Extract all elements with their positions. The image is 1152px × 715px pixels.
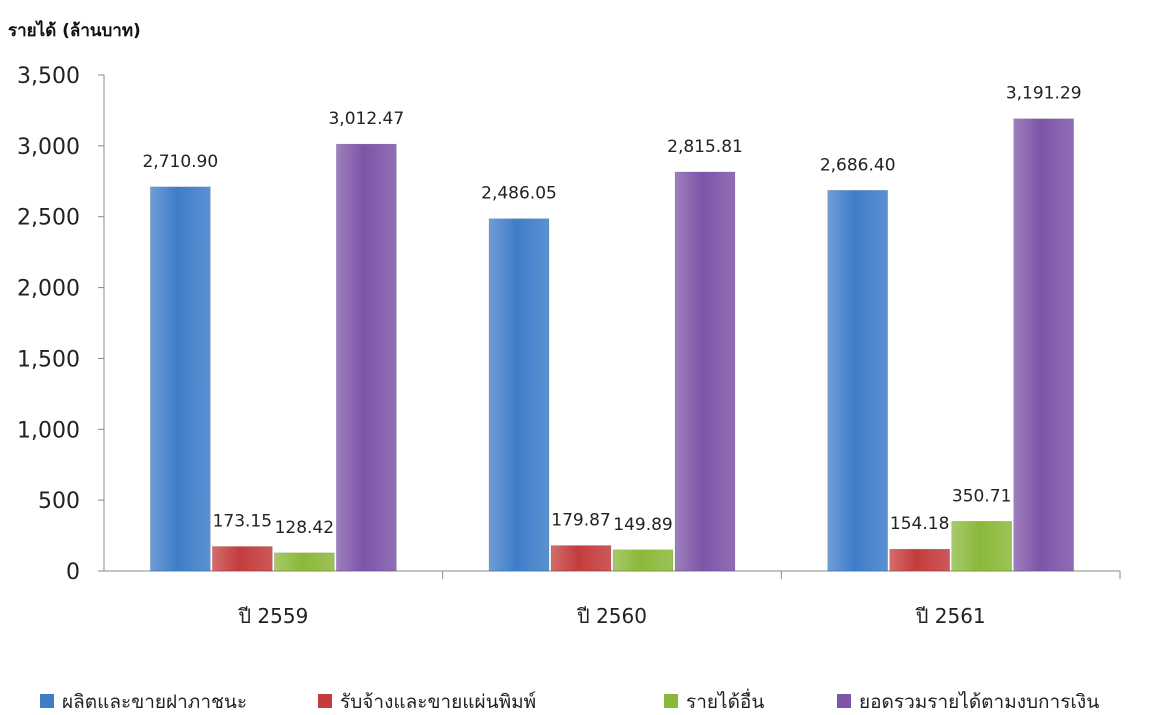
bar xyxy=(150,186,211,572)
data-label: 2,686.40 xyxy=(820,155,896,175)
x-tick-label: ปี 2561 xyxy=(915,604,985,628)
data-label: 2,815.81 xyxy=(667,137,743,157)
y-tick-label: 1,000 xyxy=(17,418,80,443)
bars xyxy=(150,118,1074,572)
x-tick-label: ปี 2560 xyxy=(577,604,647,628)
y-tick-label: 2,500 xyxy=(17,206,80,231)
data-labels: 2,710.90 173.15 128.42 3,012.47 2,486.05 179.… xyxy=(142,84,1081,538)
bar xyxy=(550,545,612,572)
data-label: 3,012.47 xyxy=(328,109,404,129)
legend-swatch xyxy=(837,694,851,708)
data-label: 173.15 xyxy=(213,511,272,531)
y-tick-label: 500 xyxy=(38,489,80,514)
y-tick-label: 3,000 xyxy=(17,135,80,160)
bar xyxy=(674,171,736,572)
legend-swatch xyxy=(318,694,332,708)
y-axis-ticks: 0 500 1,000 1,500 2,000 2,500 3,000 3,500 xyxy=(17,64,104,585)
data-label: 149.89 xyxy=(613,515,672,535)
x-tick-label: ปี 2559 xyxy=(238,604,308,628)
legend-label: ผลิตและขายฝาภาชนะ xyxy=(62,691,247,713)
legend-swatch xyxy=(664,694,678,708)
data-label: 154.18 xyxy=(890,514,949,534)
data-label: 179.87 xyxy=(551,511,610,531)
bar xyxy=(889,548,950,572)
data-label: 2,486.05 xyxy=(481,184,557,204)
data-label: 2,710.90 xyxy=(142,152,218,172)
bar xyxy=(1013,118,1074,572)
y-axis-title: รายได้ (ล้านบาท) xyxy=(8,20,141,41)
category-labels: ปี 2559 ปี 2560 ปี 2561 xyxy=(238,604,986,628)
data-label: 350.71 xyxy=(952,486,1011,506)
y-tick-label: 0 xyxy=(66,560,80,585)
bar xyxy=(951,520,1012,572)
legend-label: รับจ้างและขายแผ่นพิมพ์ xyxy=(340,691,536,713)
y-tick-label: 1,500 xyxy=(17,347,80,372)
bar xyxy=(827,189,888,572)
data-label: 128.42 xyxy=(275,518,334,538)
bar xyxy=(274,552,335,572)
bar xyxy=(212,546,273,572)
legend: ผลิตและขายฝาภาชนะ รับจ้างและขายแผ่นพิมพ์ ร… xyxy=(40,688,1099,713)
legend-label: ยอดรวมรายได้ตามงบการเงิน xyxy=(859,691,1099,713)
bar xyxy=(336,143,397,572)
y-tick-label: 2,000 xyxy=(17,277,80,302)
data-label: 3,191.29 xyxy=(1006,84,1082,104)
legend-swatch xyxy=(40,694,54,708)
bar xyxy=(488,218,550,572)
bar xyxy=(612,549,674,572)
y-tick-label: 3,500 xyxy=(17,64,80,89)
axes xyxy=(103,75,1121,579)
legend-label: รายได้อื่น xyxy=(686,688,764,713)
